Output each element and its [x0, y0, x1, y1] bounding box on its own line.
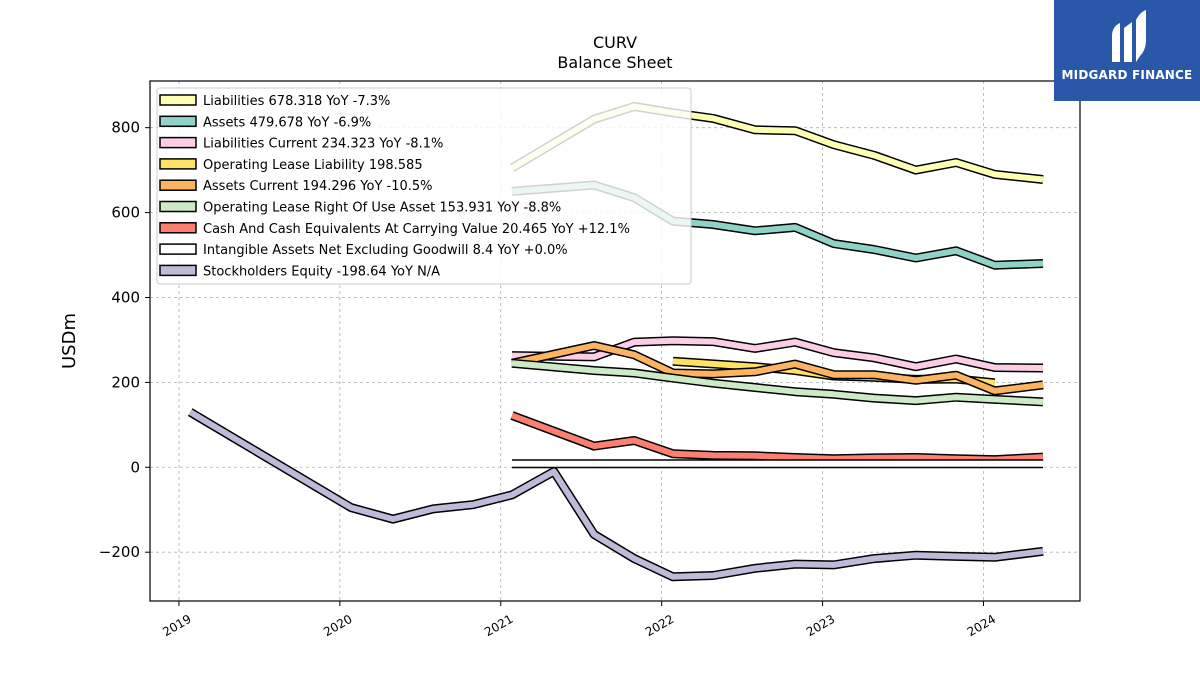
legend-item: Assets Current 194.296 YoY -10.5% — [159, 179, 433, 194]
y-tick-label: 800 — [111, 119, 140, 137]
series-stockholders-equity — [187, 408, 1044, 582]
brand-logo: MIDGARD FINANCE — [1054, 0, 1200, 101]
legend-swatch — [159, 243, 197, 255]
legend-item: Cash And Cash Equivalents At Carrying Va… — [159, 222, 630, 237]
legend-item: Liabilities 678.318 YoY -7.3% — [159, 94, 390, 109]
legend-item: Liabilities Current 234.323 YoY -8.1% — [159, 136, 443, 152]
x-tick-label: 2020 — [321, 612, 354, 639]
x-tick-label: 2022 — [643, 612, 676, 639]
brand-name: MIDGARD FINANCE — [1061, 68, 1193, 82]
legend-label: Stockholders Equity -198.64 YoY N/A — [203, 264, 440, 279]
series-operating-lease-right-of-use-asset — [511, 358, 1044, 407]
series-line — [188, 409, 1044, 580]
legend-swatch — [159, 264, 197, 277]
legend-label: Cash And Cash Equivalents At Carrying Va… — [203, 222, 630, 237]
legend-box — [156, 87, 692, 285]
series-liabilities-current — [511, 336, 1044, 373]
legend-swatch — [159, 94, 197, 106]
chart-title: CURV — [593, 33, 637, 52]
legend-item: Stockholders Equity -198.64 YoY N/A — [159, 264, 440, 279]
series-line — [511, 360, 1044, 405]
legend-label: Liabilities Current 234.323 YoY -8.1% — [203, 137, 443, 152]
legend-item: Operating Lease Right Of Use Asset 153.9… — [159, 200, 561, 216]
logo-mark-icon — [1112, 10, 1146, 62]
series-outline — [510, 411, 1044, 465]
legend-label: Liabilities 678.318 YoY -7.3% — [203, 94, 390, 109]
series-cash-and-cash-equivalents-at-carrying-value — [510, 411, 1044, 465]
series-assets-current — [511, 341, 1044, 396]
x-tick-label: 2021 — [482, 612, 515, 639]
y-tick-label: 400 — [111, 288, 140, 306]
y-axis-label: USDm — [59, 313, 80, 369]
y-tick-label: −200 — [99, 543, 140, 561]
legend-swatch — [159, 200, 197, 213]
series-line — [510, 412, 1044, 463]
legend-swatch — [159, 179, 197, 191]
legend-swatch — [159, 136, 197, 149]
x-tick-label: 2024 — [965, 612, 998, 639]
legend-item: Operating Lease Liability 198.585 — [159, 158, 423, 173]
series-line — [511, 337, 1044, 371]
legend-swatch — [159, 222, 197, 234]
x-tick-label: 2023 — [804, 612, 837, 639]
legend-swatch — [159, 158, 197, 170]
legend-label: Operating Lease Liability 198.585 — [203, 158, 423, 173]
legend-label: Assets 479.678 YoY -6.9% — [203, 115, 371, 130]
legend-item: Assets 479.678 YoY -6.9% — [159, 115, 371, 130]
legend-item: Intangible Assets Net Excluding Goodwill… — [159, 243, 568, 258]
y-tick-label: 600 — [111, 204, 140, 222]
y-tick-label: 0 — [130, 458, 140, 476]
legend-label: Operating Lease Right Of Use Asset 153.9… — [203, 201, 561, 216]
legend-swatch — [159, 115, 197, 128]
y-tick-label: 200 — [111, 373, 140, 391]
plot-frame — [149, 80, 1081, 602]
legend-label: Assets Current 194.296 YoY -10.5% — [203, 179, 433, 194]
series-line — [511, 342, 1044, 394]
legend-label: Intangible Assets Net Excluding Goodwill… — [203, 243, 568, 258]
legend: Liabilities 678.318 YoY -7.3% Assets 479.… — [156, 87, 692, 285]
chart-subtitle: Balance Sheet — [557, 53, 672, 72]
x-tick-label: 2019 — [160, 612, 193, 639]
